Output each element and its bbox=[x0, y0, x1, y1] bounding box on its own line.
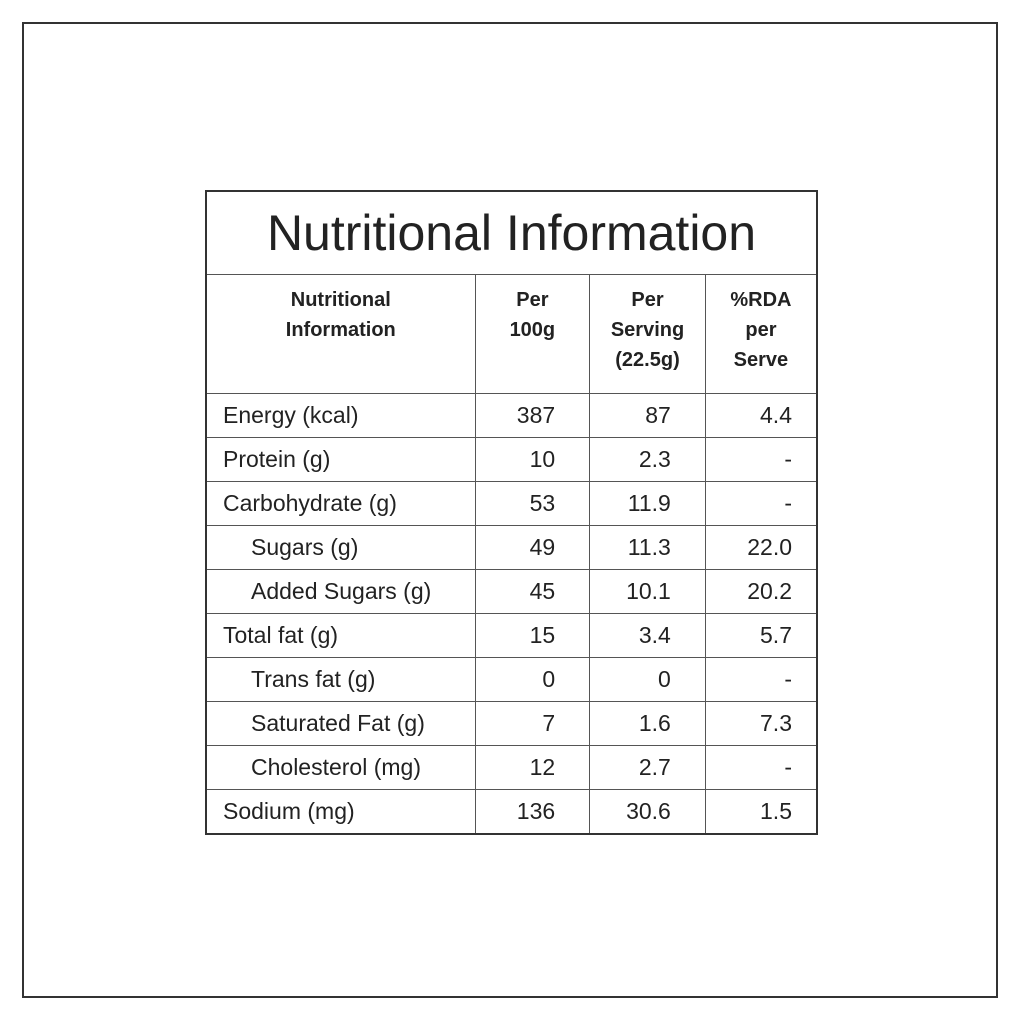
value-cell: - bbox=[704, 481, 818, 526]
value-cell: - bbox=[704, 657, 818, 702]
value-cell: 12 bbox=[474, 745, 591, 790]
table-row: Total fat (g) 15 3.4 5.7 bbox=[205, 613, 818, 658]
value-cell: 53 bbox=[474, 481, 591, 526]
value-cell: 387 bbox=[474, 393, 591, 438]
table-row: Carbohydrate (g) 53 11.9- bbox=[205, 481, 818, 526]
value-cell: 5.7 bbox=[704, 613, 818, 658]
value-cell: 0 bbox=[474, 657, 591, 702]
value-cell: - bbox=[704, 437, 818, 482]
nutrient-name: Saturated Fat (g) bbox=[205, 701, 476, 746]
header-cell: Nutritional Information bbox=[205, 274, 476, 394]
table-row: Protein (g) 10 2.3- bbox=[205, 437, 818, 482]
value-cell: 2.7 bbox=[589, 745, 706, 790]
nutrition-table: Nutritional Information Nutritional Infor… bbox=[205, 190, 818, 835]
nutrient-name: Cholesterol (mg) bbox=[205, 745, 476, 790]
value-cell: 0 bbox=[589, 657, 706, 702]
nutrient-name: Sugars (g) bbox=[205, 525, 476, 570]
table-row: Trans fat (g) 0 0- bbox=[205, 657, 818, 702]
nutrient-name: Total fat (g) bbox=[205, 613, 476, 658]
header-line: Information bbox=[285, 319, 396, 341]
header-line: Per bbox=[631, 289, 664, 311]
value-cell: 3.4 bbox=[589, 613, 706, 658]
table-row: Saturated Fat (g) 7 1.6 7.3 bbox=[205, 701, 818, 746]
value-cell: 11.9 bbox=[589, 481, 706, 526]
table-row: Sodium (mg) 136 30.6 1.5 bbox=[205, 789, 818, 835]
value-cell: 49 bbox=[474, 525, 591, 570]
header-line: (22.5g) bbox=[615, 349, 680, 371]
header-cell: %RDA per Serve bbox=[704, 274, 818, 394]
table-row: Sugars (g) 49 11.3 22.0 bbox=[205, 525, 818, 570]
value-cell: 20.2 bbox=[704, 569, 818, 614]
nutrient-name: Trans fat (g) bbox=[205, 657, 476, 702]
value-cell: 7 bbox=[474, 701, 591, 746]
header-line: Serve bbox=[733, 349, 789, 371]
value-cell: 22.0 bbox=[704, 525, 818, 570]
value-cell: 1.5 bbox=[704, 789, 818, 835]
header-row: Nutritional Information Per 100g Per Serving (… bbox=[205, 274, 818, 394]
table-row: Energy (kcal) 387 87 4.4 bbox=[205, 393, 818, 438]
header-line: 100g bbox=[509, 319, 556, 341]
header-cell: Per Serving (22.5g) bbox=[589, 274, 706, 394]
table-row: Added Sugars (g) 45 10.1 20.2 bbox=[205, 569, 818, 614]
value-cell: 10.1 bbox=[589, 569, 706, 614]
value-cell: 10 bbox=[474, 437, 591, 482]
table-title: Nutritional Information bbox=[205, 190, 818, 275]
nutrient-name: Added Sugars (g) bbox=[205, 569, 476, 614]
value-cell: 11.3 bbox=[589, 525, 706, 570]
value-cell: 45 bbox=[474, 569, 591, 614]
nutrient-name: Protein (g) bbox=[205, 437, 476, 482]
table-row: Cholesterol (mg) 12 2.7- bbox=[205, 745, 818, 790]
nutrient-name: Sodium (mg) bbox=[205, 789, 476, 835]
header-line: Serving bbox=[610, 319, 685, 341]
header-line: per bbox=[745, 319, 777, 341]
header-cell: Per 100g bbox=[474, 274, 591, 394]
value-cell: 1.6 bbox=[589, 701, 706, 746]
header-line: %RDA bbox=[730, 289, 792, 311]
value-cell: 2.3 bbox=[589, 437, 706, 482]
value-cell: 7.3 bbox=[704, 701, 818, 746]
value-cell: 15 bbox=[474, 613, 591, 658]
value-cell: 87 bbox=[589, 393, 706, 438]
nutrient-name: Energy (kcal) bbox=[205, 393, 476, 438]
value-cell: 136 bbox=[474, 789, 591, 835]
header-line: Per bbox=[516, 289, 549, 311]
value-cell: 30.6 bbox=[589, 789, 706, 835]
header-line: Nutritional bbox=[290, 289, 391, 311]
nutrient-name: Carbohydrate (g) bbox=[205, 481, 476, 526]
outer-frame bbox=[22, 22, 998, 998]
value-cell: - bbox=[704, 745, 818, 790]
value-cell: 4.4 bbox=[704, 393, 818, 438]
